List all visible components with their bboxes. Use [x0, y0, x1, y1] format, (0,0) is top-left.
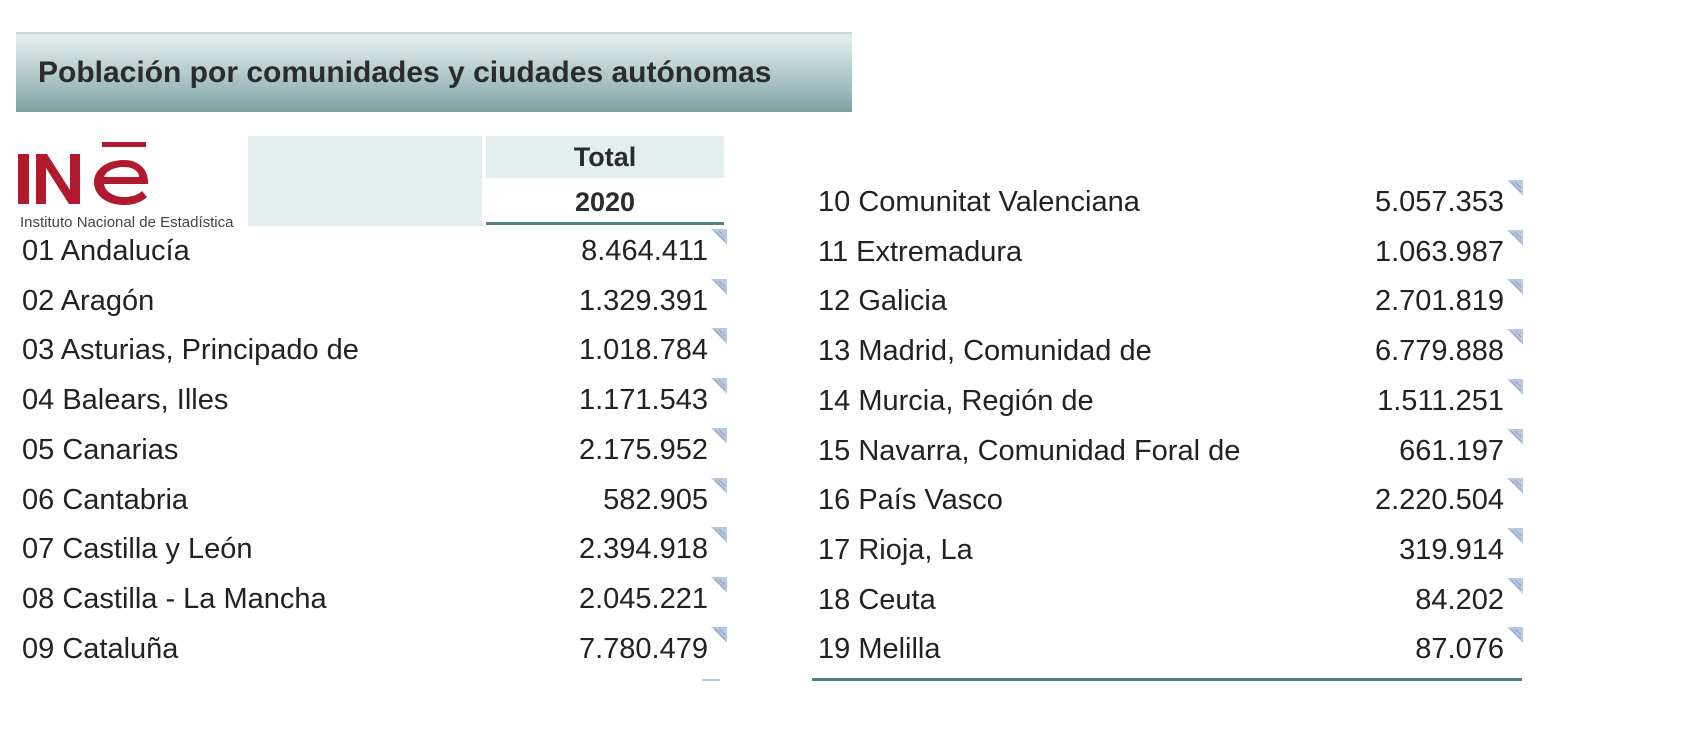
table-row: 14 Murcia, Región de 1.511.251: [818, 376, 1523, 426]
table-row: 18 Ceuta 84.202: [818, 575, 1523, 625]
population-value: 1.511.251: [1377, 384, 1504, 417]
table-row: 12 Galicia 2.701.819: [818, 276, 1523, 326]
note-icon[interactable]: [1506, 527, 1524, 545]
population-value: 84.202: [1415, 583, 1504, 616]
table-row: 13 Madrid, Comunidad de 6.779.888: [818, 326, 1523, 376]
population-value: 661.197: [1399, 434, 1504, 467]
population-value: 2.701.819: [1374, 285, 1504, 318]
table-row: 06 Cantabria 582.905: [22, 475, 727, 525]
region-label: 14 Murcia, Región de: [818, 384, 1094, 417]
note-icon[interactable]: [710, 576, 728, 594]
population-value: 1.329.391: [578, 284, 708, 317]
column-header-total: Total: [486, 136, 724, 178]
header-empty-cell: [248, 136, 482, 226]
note-icon[interactable]: [710, 327, 728, 345]
population-value: 87.076: [1415, 633, 1504, 666]
note-icon[interactable]: [1506, 328, 1524, 346]
table-row: 08 Castilla - La Mancha 2.045.221: [22, 574, 727, 624]
region-label: 09 Cataluña: [22, 632, 179, 665]
note-icon[interactable]: [710, 377, 728, 395]
table-row: 09 Cataluña 7.780.479: [22, 624, 727, 674]
population-value: 1.063.987: [1374, 235, 1504, 268]
region-label: 02 Aragón: [22, 284, 155, 317]
note-icon[interactable]: [1506, 229, 1524, 247]
table-row: 16 País Vasco 2.220.504: [818, 475, 1523, 525]
note-icon[interactable]: [710, 626, 728, 644]
table-row: 11 Extremadura 1.063.987: [818, 227, 1523, 277]
region-label: 08 Castilla - La Mancha: [22, 582, 327, 615]
region-label: 12 Galicia: [818, 285, 947, 318]
note-icon[interactable]: [710, 278, 728, 296]
table-row: 01 Andalucía 8.464.411: [22, 226, 727, 276]
population-value: 319.914: [1399, 533, 1504, 566]
ine-logo-mark: [18, 142, 149, 205]
region-label: 15 Navarra, Comunidad Foral de: [818, 434, 1241, 467]
region-label: 17 Rioja, La: [818, 533, 973, 566]
table-row: 02 Aragón 1.329.391: [22, 276, 727, 326]
page-title: Población por comunidades y ciudades aut…: [38, 56, 772, 89]
title-bar: Población por comunidades y ciudades aut…: [16, 32, 852, 112]
table-row: 03 Asturias, Principado de 1.018.784: [22, 325, 727, 375]
population-value: 2.045.221: [578, 582, 708, 615]
note-icon[interactable]: [710, 427, 728, 445]
population-value: 582.905: [603, 483, 708, 516]
population-value: 1.171.543: [578, 384, 708, 417]
region-label: 01 Andalucía: [22, 235, 190, 267]
population-value: 8.464.411: [581, 235, 708, 267]
region-label: 03 Asturias, Principado de: [22, 334, 359, 367]
note-icon[interactable]: [1506, 179, 1524, 197]
note-icon[interactable]: [1506, 278, 1524, 296]
region-label: 05 Canarias: [22, 433, 179, 466]
population-value: 1.018.784: [578, 334, 708, 367]
region-label: 06 Cantabria: [22, 483, 189, 516]
table-row: 19 Melilla 87.076: [818, 624, 1523, 674]
note-icon-tail: [702, 679, 720, 681]
population-value: 2.220.504: [1374, 484, 1504, 517]
region-label: 10 Comunitat Valenciana: [818, 186, 1140, 218]
note-icon[interactable]: [710, 228, 728, 246]
population-value: 6.779.888: [1374, 335, 1504, 368]
table-row: 07 Castilla y León 2.394.918: [22, 524, 727, 574]
note-icon[interactable]: [1506, 626, 1524, 644]
table-row: 10 Comunitat Valenciana 5.057.353: [818, 177, 1523, 227]
table-row: 17 Rioja, La 319.914: [818, 525, 1523, 575]
note-icon[interactable]: [710, 477, 728, 495]
population-value: 2.175.952: [578, 433, 708, 466]
population-value: 2.394.918: [578, 533, 708, 566]
population-value: 5.057.353: [1374, 186, 1504, 218]
note-icon[interactable]: [710, 526, 728, 544]
table-row: 05 Canarias 2.175.952: [22, 425, 727, 475]
region-label: 04 Balears, Illes: [22, 384, 229, 417]
region-label: 18 Ceuta: [818, 583, 936, 616]
ine-logo: Instituto Nacional de Estadística: [12, 132, 248, 231]
note-icon[interactable]: [1506, 577, 1524, 595]
region-label: 19 Melilla: [818, 633, 941, 666]
note-icon[interactable]: [1506, 477, 1524, 495]
population-value: 7.780.479: [578, 632, 708, 665]
region-label: 16 País Vasco: [818, 484, 1003, 517]
note-icon[interactable]: [1506, 428, 1524, 446]
note-icon[interactable]: [1506, 378, 1524, 396]
region-label: 07 Castilla y León: [22, 533, 253, 566]
table-row: 04 Balears, Illes 1.171.543: [22, 375, 727, 425]
region-label: 11 Extremadura: [818, 235, 1023, 268]
column-header-year: 2020: [486, 182, 724, 225]
table-row: 15 Navarra, Comunidad Foral de 661.197: [818, 426, 1523, 476]
logo-caption: Instituto Nacional de Estadística: [20, 214, 234, 231]
region-label: 13 Madrid, Comunidad de: [818, 335, 1152, 368]
table-bottom-rule: [812, 678, 1522, 681]
